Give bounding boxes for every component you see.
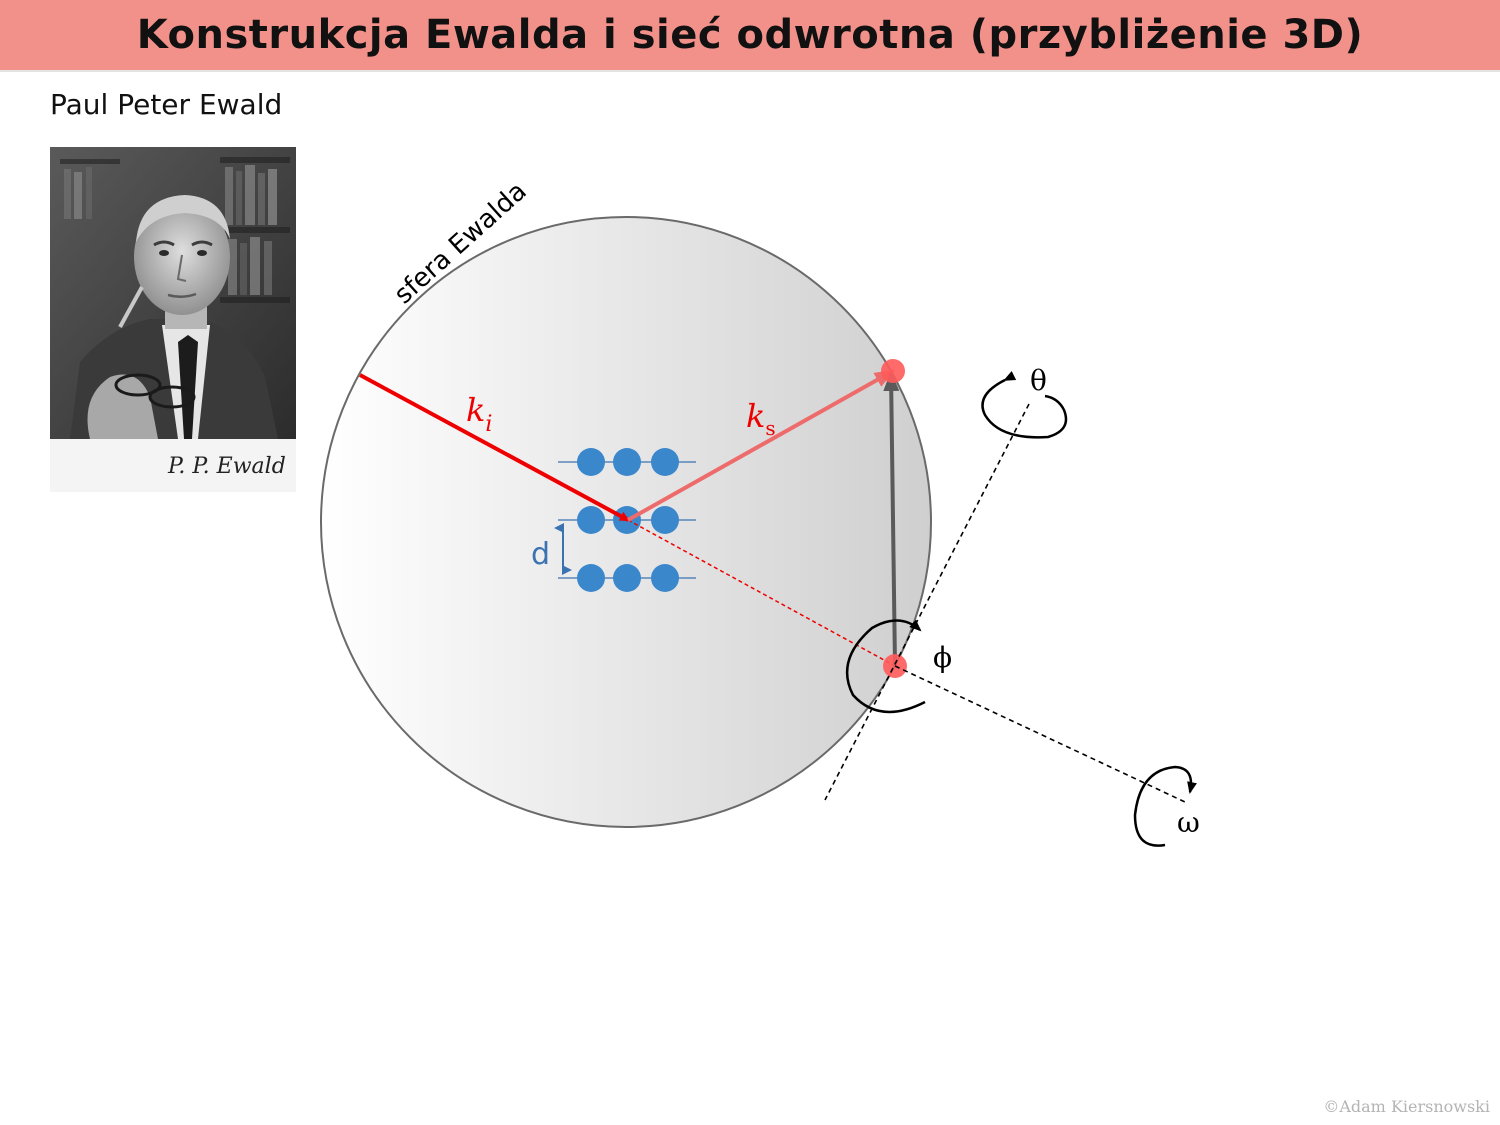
- omega-rotation-arrow: [1133, 765, 1197, 847]
- theta-rotation-arrow: [981, 371, 1068, 439]
- hand-shape: [87, 374, 158, 439]
- crystal-lattice: [558, 448, 696, 592]
- incident-vector-extension: [627, 519, 896, 667]
- signature-area: [50, 439, 296, 492]
- title-bar: Konstrukcja Ewalda i sieć odwrotna (przy…: [0, 0, 1500, 72]
- theta-label: θ: [1030, 364, 1047, 397]
- scattered-vector-symbol: k: [746, 397, 765, 435]
- reciprocal-vector-arrow: [883, 371, 900, 667]
- portrait-photo: P. P. Ewald: [50, 147, 296, 492]
- omega-axis: [894, 665, 1186, 803]
- lattice-atom: [613, 564, 641, 592]
- bookshelf-shape: [60, 157, 290, 303]
- scattered-vector-subscript: s: [765, 416, 775, 440]
- phi-rotation-arrow: [845, 619, 926, 714]
- incident-vector-symbol: k: [466, 391, 485, 429]
- lattice-atom: [651, 448, 679, 476]
- spacing-label: d: [531, 537, 550, 572]
- lattice-atom: [577, 448, 605, 476]
- lattice-atom: [577, 506, 605, 534]
- signature-text: P. P. Ewald: [167, 454, 286, 479]
- phi-label: ϕ: [933, 641, 952, 674]
- incident-vector-subscript: i: [485, 412, 492, 437]
- page-title: Konstrukcja Ewalda i sieć odwrotna (przy…: [136, 12, 1364, 58]
- tie-shape: [178, 335, 198, 439]
- copyright-text: ©Adam Kiersnowski: [1323, 1097, 1490, 1116]
- lattice-atom: [613, 448, 641, 476]
- incident-vector-label: ki: [466, 391, 492, 437]
- theta-axis: [824, 403, 1030, 801]
- lattice-atom: [651, 564, 679, 592]
- lattice-atom: [577, 564, 605, 592]
- omega-label: ω: [1177, 806, 1200, 839]
- scattered-vector-arrow: [627, 369, 895, 522]
- reciprocal-point-top: [881, 359, 905, 383]
- incident-vector-arrow: [359, 373, 630, 522]
- scattered-vector-label: ks: [746, 397, 776, 440]
- lattice-atom: [651, 506, 679, 534]
- portrait-caption: Paul Peter Ewald: [50, 88, 283, 121]
